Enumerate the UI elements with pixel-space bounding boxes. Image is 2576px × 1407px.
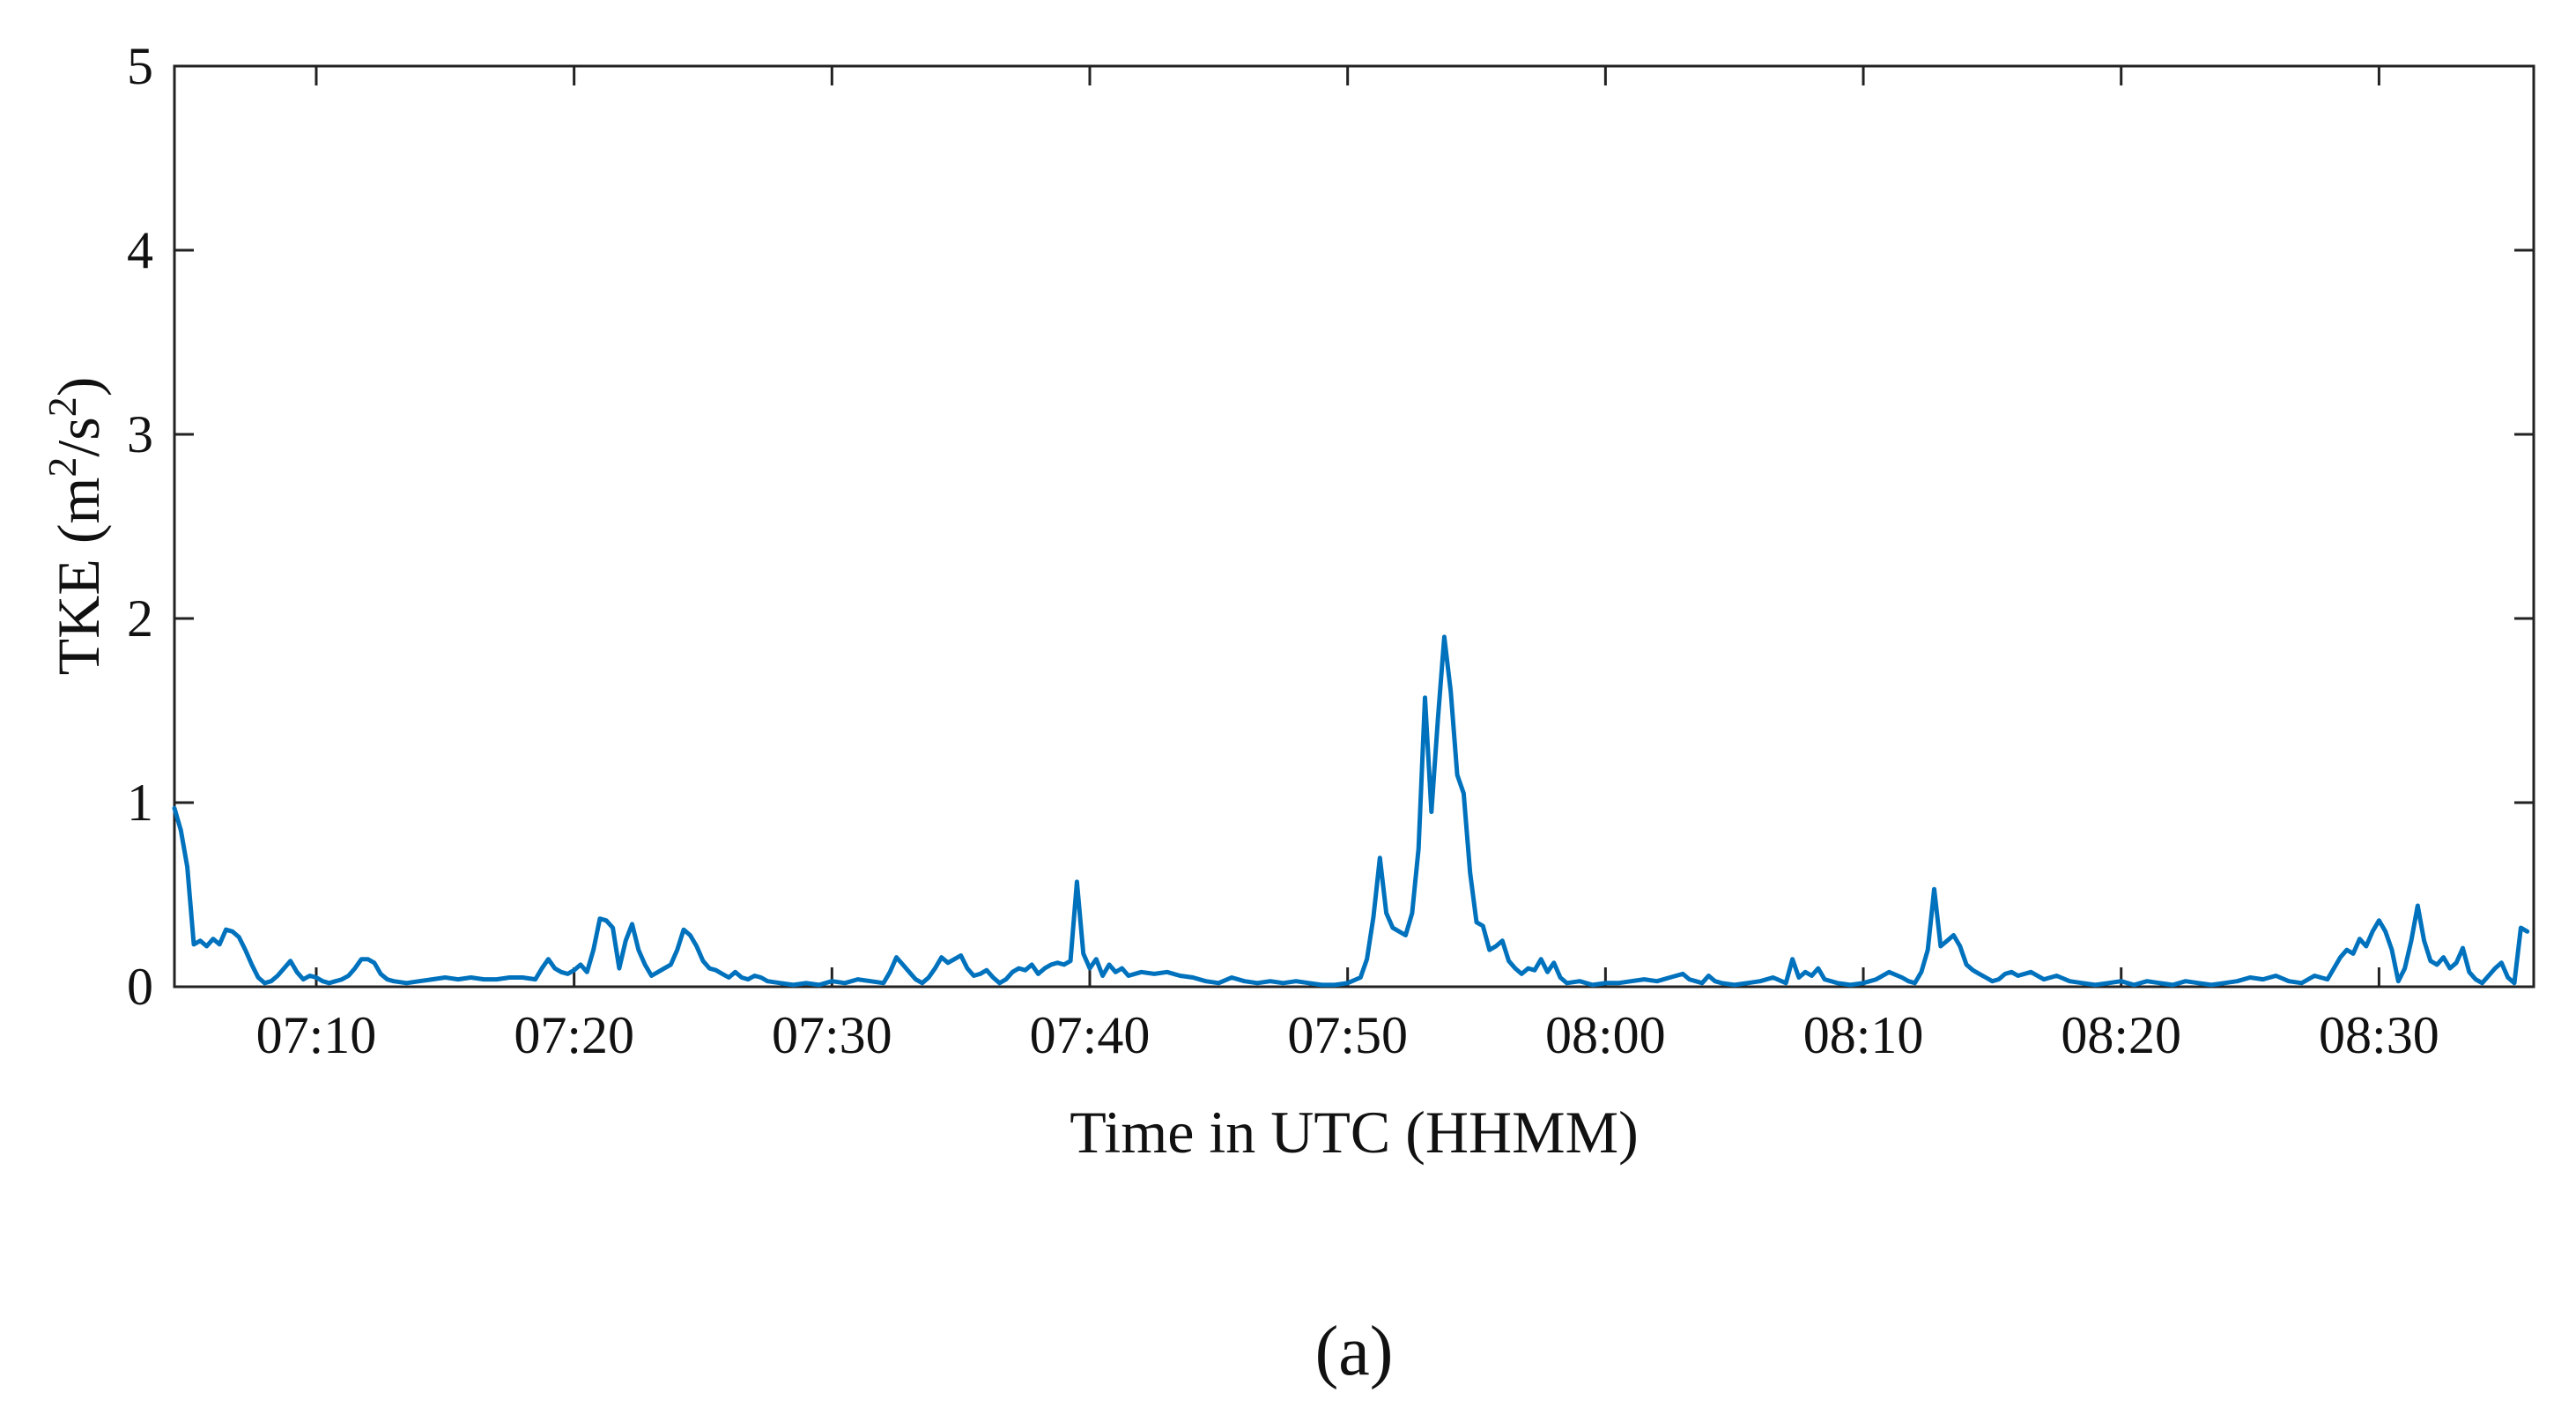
y-tick-label: 4 — [127, 221, 153, 279]
y-tick-label: 3 — [127, 405, 153, 463]
x-tick-label: 07:40 — [1030, 1006, 1151, 1064]
y-tick-label: 5 — [127, 37, 153, 95]
x-tick-label: 08:30 — [2319, 1006, 2439, 1064]
y-axis-label: TKE (m2/s2) — [40, 377, 112, 676]
plot-area — [174, 66, 2534, 987]
x-tick-label: 08:00 — [1545, 1006, 1666, 1064]
y-tick-label: 2 — [127, 589, 153, 648]
y-axis-label-superscript: 2 — [40, 457, 85, 478]
y-tick-label: 0 — [127, 958, 153, 1016]
y-tick-label: 1 — [127, 774, 153, 832]
x-tick-label: 07:50 — [1287, 1006, 1408, 1064]
x-tick-label: 07:20 — [514, 1006, 634, 1064]
x-tick-label: 08:20 — [2061, 1006, 2181, 1064]
x-axis-label: Time in UTC (HHMM) — [1070, 1099, 1638, 1166]
y-axis-label-superscript: 2 — [40, 396, 85, 417]
x-tick-label: 08:10 — [1803, 1006, 1924, 1064]
x-tick-label: 07:30 — [772, 1006, 892, 1064]
x-tick-label: 07:10 — [256, 1006, 377, 1064]
figure-caption: (a) — [1315, 1313, 1394, 1390]
